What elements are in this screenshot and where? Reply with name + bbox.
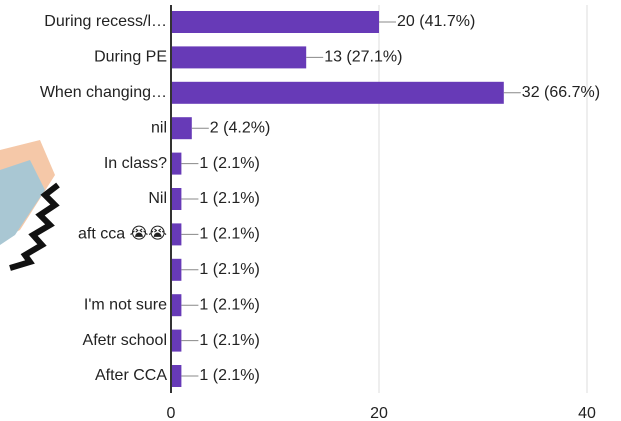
bar <box>171 152 182 175</box>
bar <box>171 11 379 33</box>
bar <box>171 329 182 352</box>
y-tick-label: nil <box>151 119 167 136</box>
bar <box>171 223 182 246</box>
y-tick-label: During recess/l… <box>44 13 167 30</box>
y-tick-label: After CCA <box>95 367 167 384</box>
x-tick-label: 0 <box>167 405 176 421</box>
bar <box>171 46 307 69</box>
y-tick-label: In class? <box>104 155 167 172</box>
bar <box>171 188 182 210</box>
y-tick-label: During PE <box>94 49 167 66</box>
y-tick-label: When changing… <box>40 84 167 101</box>
value-label: 13 (27.1%) <box>324 49 402 66</box>
value-label: 1 (2.1%) <box>199 367 259 384</box>
bar <box>171 81 504 104</box>
y-tick-label: Nil <box>148 190 167 207</box>
y-tick-label: aft cca 😭😭 <box>78 226 167 243</box>
bar <box>171 117 192 140</box>
value-label: 1 (2.1%) <box>199 226 259 243</box>
sticker-zigzag <box>9 182 60 271</box>
value-label: 1 (2.1%) <box>199 155 259 172</box>
x-tick-label: 40 <box>578 405 596 421</box>
value-label: 32 (66.7%) <box>522 84 600 101</box>
value-label: 1 (2.1%) <box>199 332 259 349</box>
bar <box>171 258 182 281</box>
value-label: 1 (2.1%) <box>199 190 259 207</box>
bar <box>171 294 182 317</box>
bar <box>171 365 182 387</box>
x-tick-label: 20 <box>370 405 388 421</box>
sticker-decoration <box>0 140 60 271</box>
y-tick-label: I'm not sure <box>84 296 167 313</box>
value-label: 20 (41.7%) <box>397 13 475 30</box>
value-label: 2 (4.2%) <box>210 119 270 136</box>
value-label: 1 (2.1%) <box>199 296 259 313</box>
sticker-shape <box>0 160 45 245</box>
y-tick-label: Afetr school <box>83 332 167 349</box>
value-label: 1 (2.1%) <box>199 261 259 278</box>
